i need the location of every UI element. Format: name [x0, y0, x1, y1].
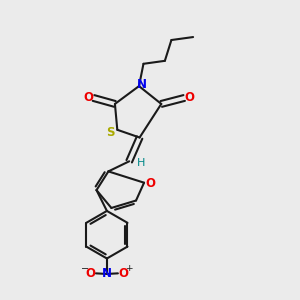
- Text: O: O: [118, 267, 128, 280]
- Text: N: N: [102, 267, 112, 280]
- Text: S: S: [106, 126, 115, 139]
- Text: H: H: [137, 158, 145, 168]
- Text: N: N: [136, 78, 146, 91]
- Text: −: −: [81, 264, 89, 274]
- Text: O: O: [146, 177, 156, 190]
- Text: O: O: [85, 267, 96, 280]
- Text: O: O: [83, 91, 93, 103]
- Text: O: O: [184, 91, 194, 103]
- Text: +: +: [125, 264, 132, 273]
